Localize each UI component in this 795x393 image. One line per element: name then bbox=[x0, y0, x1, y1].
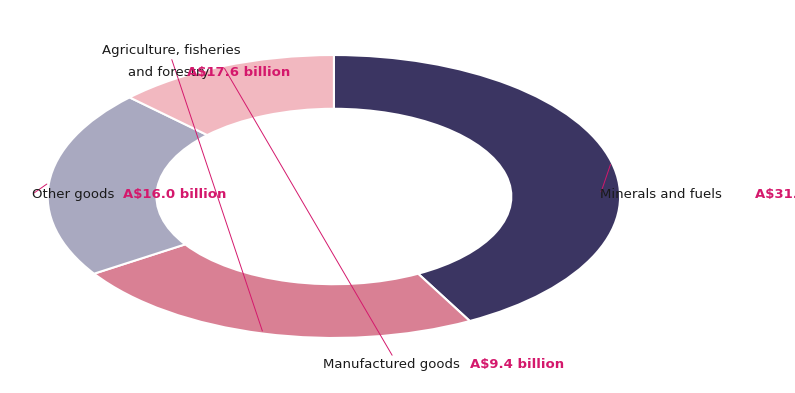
Text: A$9.4 billion: A$9.4 billion bbox=[470, 358, 564, 371]
Text: Other goods: Other goods bbox=[32, 188, 118, 201]
Text: Agriculture, fisheries: Agriculture, fisheries bbox=[102, 44, 240, 57]
Text: A$16.0 billion: A$16.0 billion bbox=[123, 188, 227, 201]
Text: A$17.6 billion: A$17.6 billion bbox=[187, 66, 290, 79]
Text: A$31.3 billion: A$31.3 billion bbox=[755, 188, 795, 201]
Wedge shape bbox=[130, 55, 334, 135]
Text: Minerals and fuels: Minerals and fuels bbox=[600, 188, 727, 201]
Wedge shape bbox=[334, 55, 620, 321]
Wedge shape bbox=[94, 244, 470, 338]
Wedge shape bbox=[48, 97, 207, 274]
Text: and forestry: and forestry bbox=[128, 66, 214, 79]
Text: Manufactured goods: Manufactured goods bbox=[323, 358, 464, 371]
